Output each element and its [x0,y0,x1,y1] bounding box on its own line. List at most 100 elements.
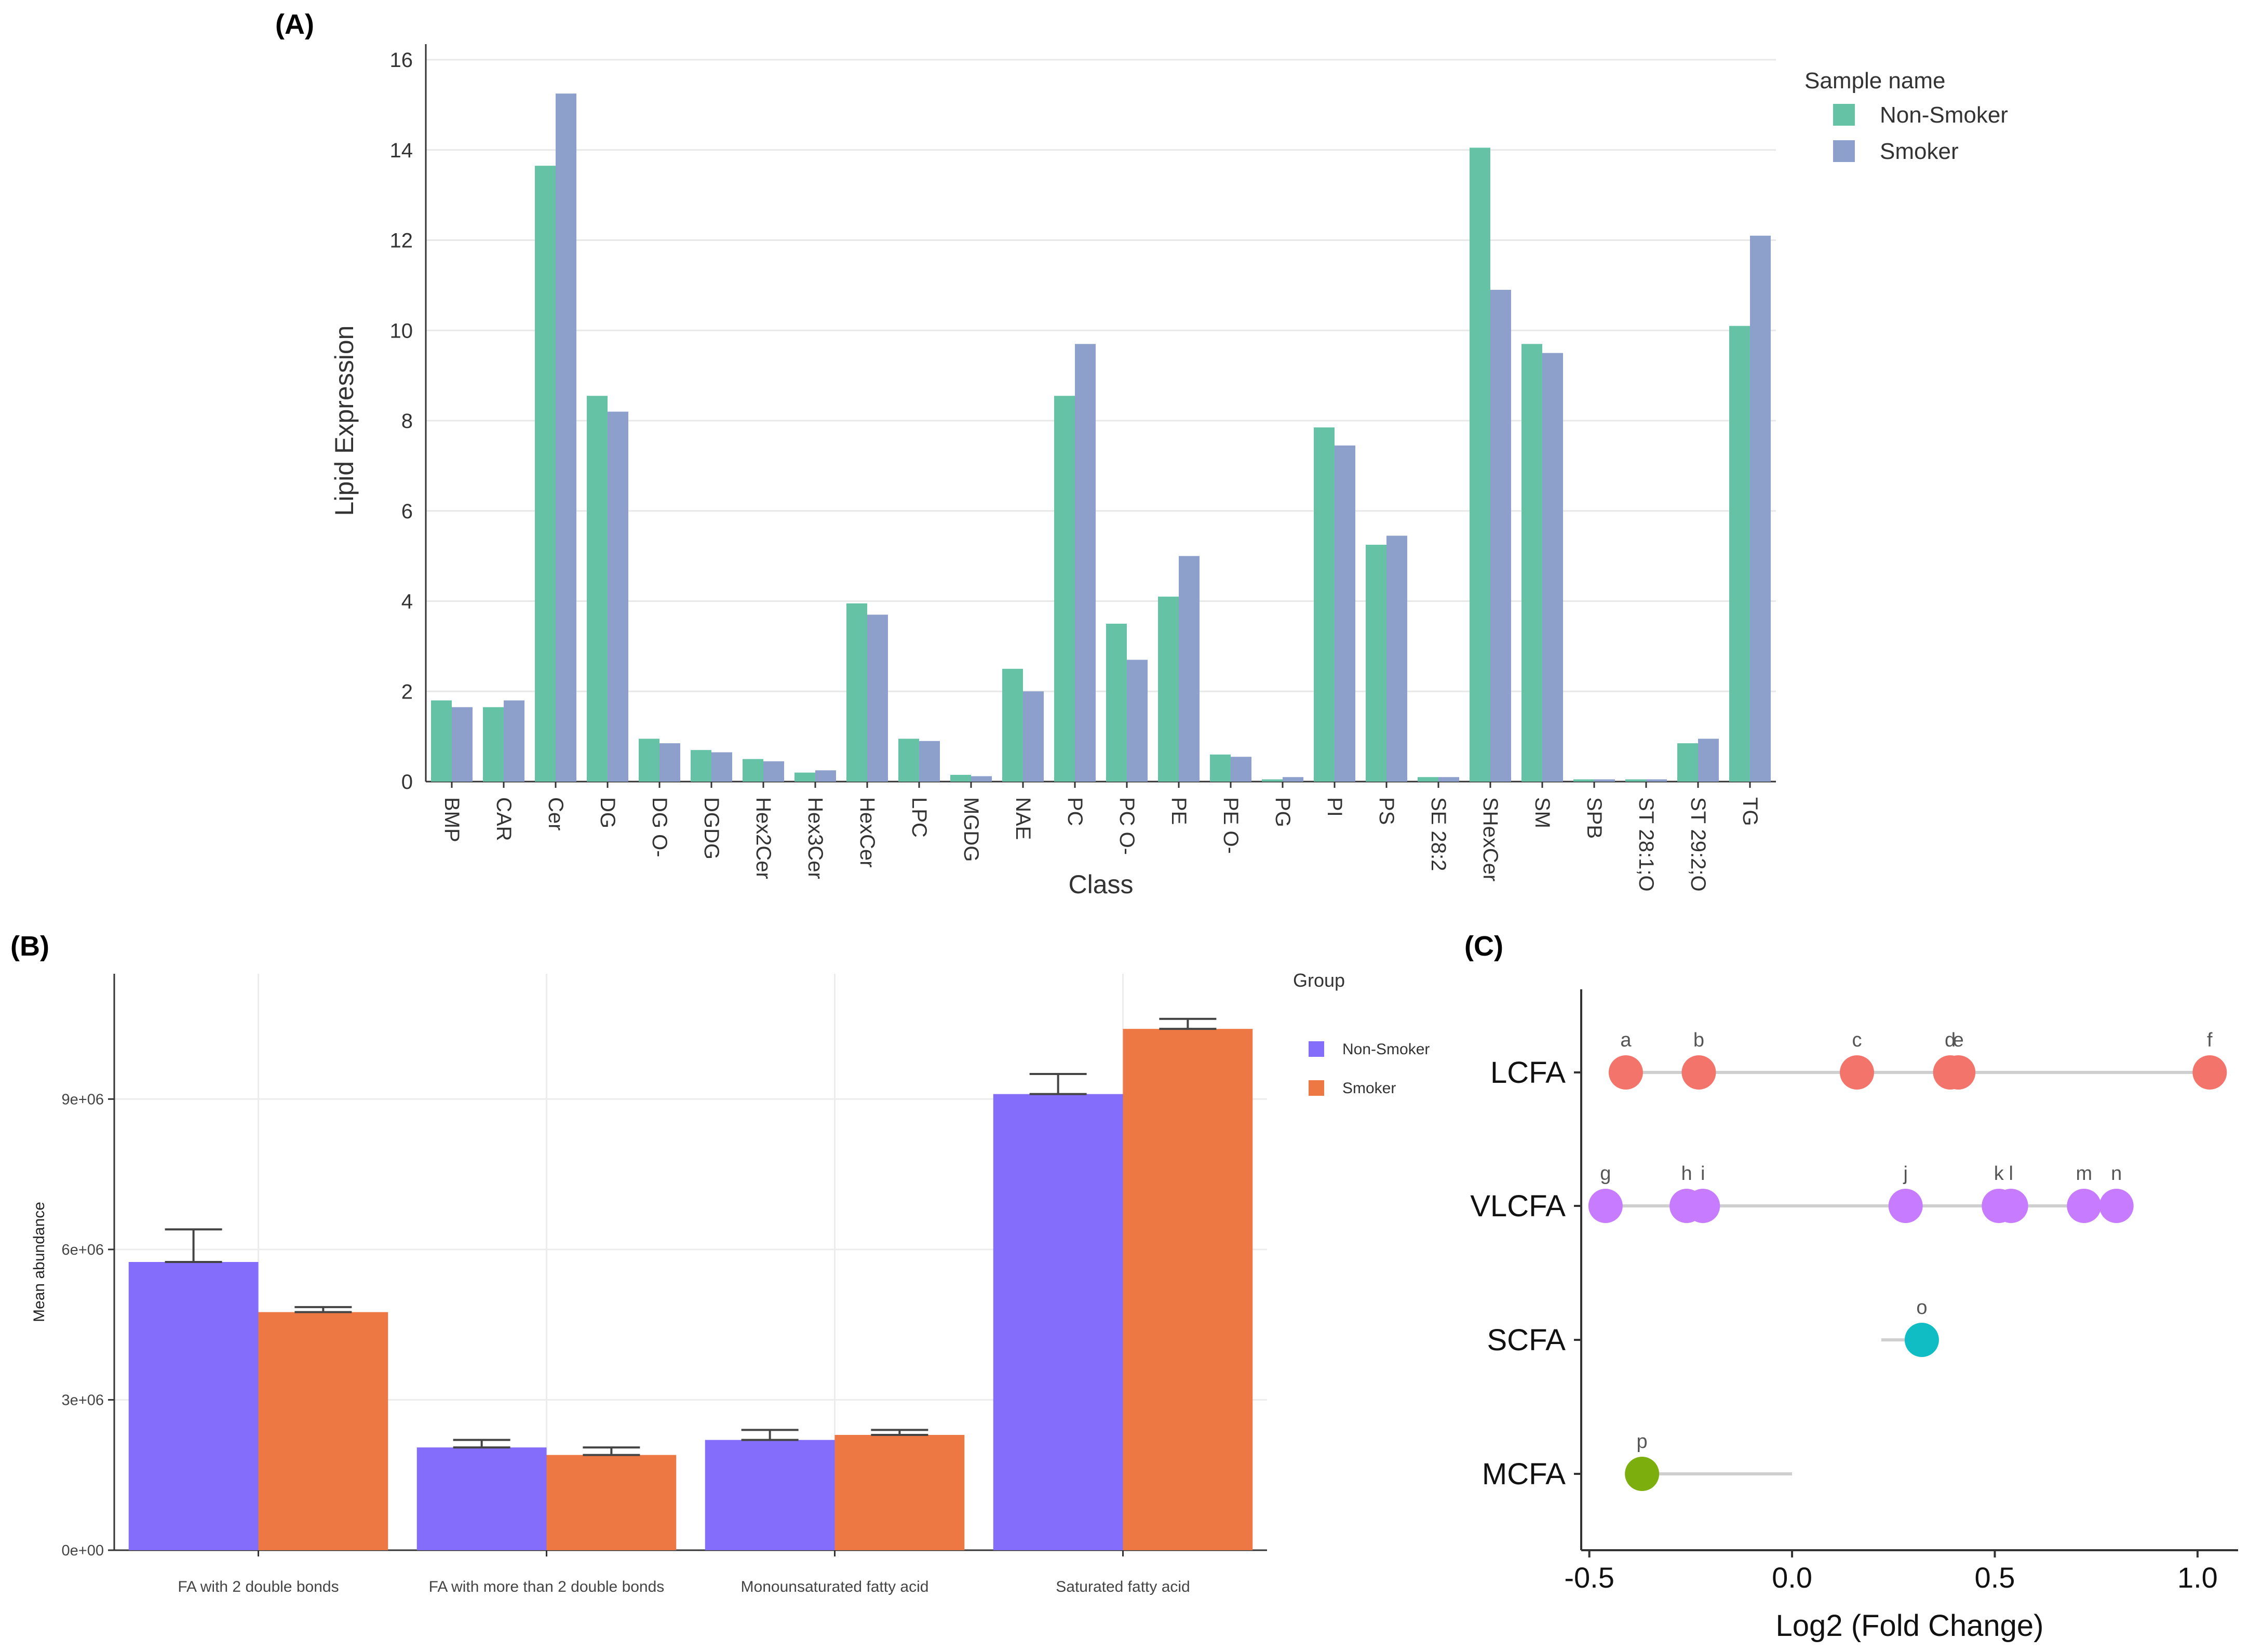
c-point-label: a [1620,1029,1632,1051]
c-point-label: g [1600,1163,1611,1185]
c-xtick-label: -0.5 [1564,1561,1614,1594]
a-xtick-label: Hex2Cer [752,797,775,879]
a-x-axis-title: Class [1068,870,1133,899]
a-bar-non-smoker [639,738,659,782]
a-xtick-label: SPB [1583,797,1606,839]
a-bar-non-smoker [1625,779,1646,782]
b-legend-swatch [1309,1080,1324,1096]
a-bar-smoker [1750,235,1771,782]
c-point-lcfa [1608,1055,1643,1090]
a-bar-smoker [1698,738,1719,782]
a-xtick-label: BMP [440,797,463,842]
a-legend-label: Non-Smoker [1880,102,2008,128]
b-legend-label: Smoker [1342,1080,1396,1097]
a-xtick-label: PE [1167,797,1190,825]
b-xtick-label: FA with 2 double bonds [178,1578,339,1595]
a-xtick-label: SE 28:2 [1427,797,1450,871]
a-ytick-label: 14 [390,139,413,162]
b-bar-non-smoker [128,1262,259,1550]
a-xtick-label: DG O- [648,797,671,857]
a-bar-non-smoker [794,772,815,782]
a-xtick-label: ST 29:2;O [1687,797,1709,892]
c-point-vlcfa [1888,1189,1923,1223]
a-bar-non-smoker [1262,779,1283,782]
panel-a-chart: 0 2 4 6 8 10 12 14 16 BMP CAR Cer DG DG O- DGDG Hex2Cer… [330,44,2008,899]
b-bar-non-smoker [416,1447,547,1550]
a-bar-smoker [556,93,576,782]
a-xtick-label: NAE [1012,797,1034,840]
c-point-vlcfa [2067,1189,2102,1223]
a-xtick-label: PS [1375,797,1398,825]
c-point-mcfa [1625,1457,1660,1491]
a-bar-smoker [971,776,992,782]
c-point-label: h [1681,1163,1692,1185]
c-point-label: d [1945,1029,1956,1051]
panel-b-label: (B) [10,931,49,962]
c-point-vlcfa [1588,1189,1623,1223]
a-xtick-label: HexCer [856,797,879,868]
c-point-lcfa [1941,1055,1976,1090]
a-bar-smoker [504,700,524,782]
a-bar-non-smoker [587,396,608,782]
a-bar-smoker [1335,445,1355,782]
a-xtick-label: TG [1739,797,1761,826]
c-point-label: i [1701,1163,1705,1185]
a-xtick-label: MGDG [960,797,982,862]
a-bar-smoker [1542,353,1563,782]
c-point-vlcfa [2099,1189,2134,1223]
c-point-vlcfa [1686,1189,1720,1223]
a-bar-smoker [815,770,836,782]
a-bar-non-smoker [1677,743,1698,782]
a-bar-non-smoker [1002,668,1023,782]
c-point-lcfa [2192,1055,2227,1090]
a-bar-smoker [659,743,680,782]
a-xtick-label: DG [596,797,619,828]
b-ytick-label: 0e+00 [62,1542,104,1559]
a-xtick-label: CAR [492,797,515,841]
a-bar-non-smoker [1366,544,1386,782]
a-bar-smoker [1023,691,1044,782]
b-xtick-label: Monounsaturated fatty acid [741,1578,929,1595]
a-xtick-label: PG [1271,797,1294,827]
c-point-lcfa [1681,1055,1716,1090]
c-point-vlcfa [1994,1189,2028,1223]
b-ytick-label: 9e+06 [62,1091,104,1108]
a-bar-non-smoker [950,774,971,782]
a-bar-non-smoker [1158,596,1179,782]
panel-b-chart: 0e+00 3e+06 6e+06 9e+06 FA with 2 double bon… [31,970,1430,1595]
a-xtick-label: PI [1323,797,1346,817]
a-bar-non-smoker [1521,344,1542,782]
a-bar-smoker [867,614,888,782]
a-bar-smoker [919,741,940,782]
c-point-label: b [1693,1029,1704,1051]
a-bar-smoker [1231,757,1251,782]
b-ytick-label: 6e+06 [62,1242,104,1258]
c-point-label: n [2111,1163,2122,1185]
a-bar-non-smoker [898,738,919,782]
b-legend-title: Group [1293,970,1345,991]
a-ytick-label: 6 [401,500,413,523]
a-ytick-label: 16 [390,49,413,72]
b-y-axis-title: Mean abundance [31,1202,48,1322]
b-bar-smoker [258,1312,388,1550]
a-ytick-label: 10 [390,319,413,342]
c-point-label: f [2207,1029,2213,1051]
a-bar-smoker [1283,777,1303,782]
a-ytick-label: 2 [401,680,413,703]
a-xtick-label: ST 28:1;O [1635,797,1658,892]
a-xtick-label: Hex3Cer [804,797,827,879]
c-ytick-label: VLCFA [1470,1189,1566,1223]
a-ytick-label: 12 [390,230,413,252]
a-bar-smoker [711,752,732,782]
a-bar-smoker [1386,535,1407,782]
a-bar-smoker [1179,556,1200,782]
a-xtick-label: DGDG [700,797,723,859]
c-point-lcfa [1839,1055,1874,1090]
a-bar-smoker [1127,660,1148,782]
a-bar-non-smoker [1418,777,1438,782]
a-bar-smoker [452,707,473,782]
a-bar-smoker [1646,779,1667,782]
a-bar-smoker [763,761,784,782]
a-xtick-label: Cer [544,797,567,830]
